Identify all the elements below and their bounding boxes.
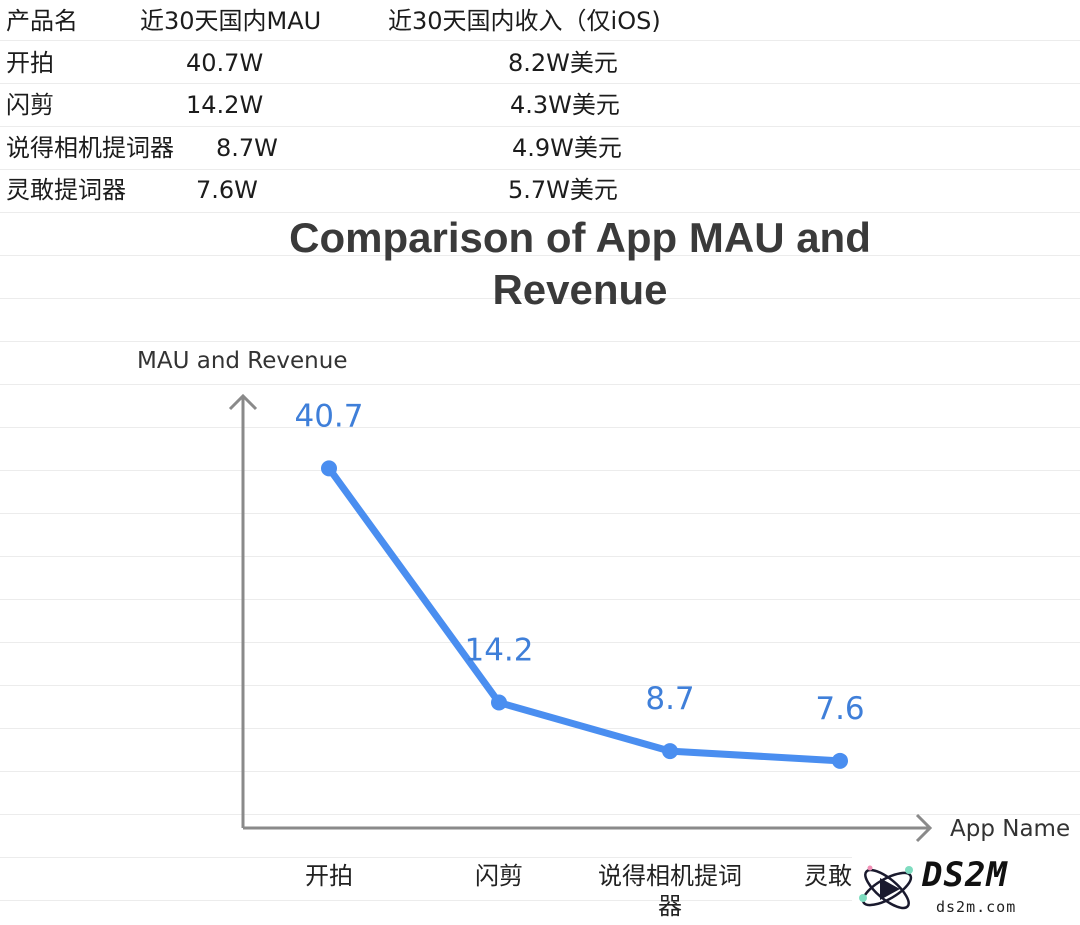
- data-point: [321, 460, 337, 477]
- table-cell: 7.6W: [196, 176, 258, 204]
- table-cell: 闪剪: [6, 91, 54, 119]
- table-cell: 4.9W美元: [512, 134, 622, 162]
- table-cell: 4.3W美元: [510, 91, 620, 119]
- data-label: 14.2: [464, 633, 533, 669]
- x-tick-label: 器: [658, 892, 682, 920]
- table-cell: 14.2W: [186, 91, 264, 119]
- x-axis-label: App Name: [950, 816, 1070, 842]
- table-header-revenue: 近30天国内收入（仅iOS): [388, 7, 661, 35]
- chart-title-line: Comparison of App MAU and: [289, 214, 871, 261]
- data-point: [832, 752, 848, 769]
- data-point: [491, 694, 507, 711]
- x-axis-arrow: [915, 813, 933, 843]
- y-axis-label: MAU and Revenue: [137, 348, 347, 374]
- y-axis-arrow: [228, 393, 258, 411]
- x-tick-label: 说得相机提词: [598, 862, 742, 890]
- data-label: 40.7: [294, 398, 363, 434]
- data-label: 8.7: [645, 681, 694, 717]
- series-line: [325, 464, 844, 765]
- table-header-product: 产品名: [6, 7, 78, 35]
- table-cell: 开拍: [6, 49, 54, 77]
- table-cell: 40.7W: [186, 49, 264, 77]
- table-cell: 8.2W美元: [508, 49, 618, 77]
- chart-title-line: Revenue: [492, 266, 668, 313]
- chart-title: Comparison of App MAU and Revenue: [0, 212, 1080, 316]
- x-tick-label: 闪剪: [475, 862, 523, 890]
- watermark-logo: DS2M ds2m.com: [852, 852, 1080, 925]
- table-cell: 5.7W美元: [508, 176, 618, 204]
- table-cell: 8.7W: [216, 134, 278, 162]
- watermark-text: DS2M: [922, 855, 1008, 895]
- table-cell: 说得相机提词器: [6, 134, 174, 162]
- atom-logo-icon: [859, 865, 913, 910]
- table-cell: 灵敢提词器: [6, 176, 126, 204]
- data-label: 7.6: [815, 691, 864, 727]
- table-header-mau: 近30天国内MAU: [140, 7, 322, 35]
- data-point: [662, 743, 678, 760]
- x-tick-label: 开拍: [305, 862, 353, 890]
- watermark-subtext: ds2m.com: [936, 898, 1017, 916]
